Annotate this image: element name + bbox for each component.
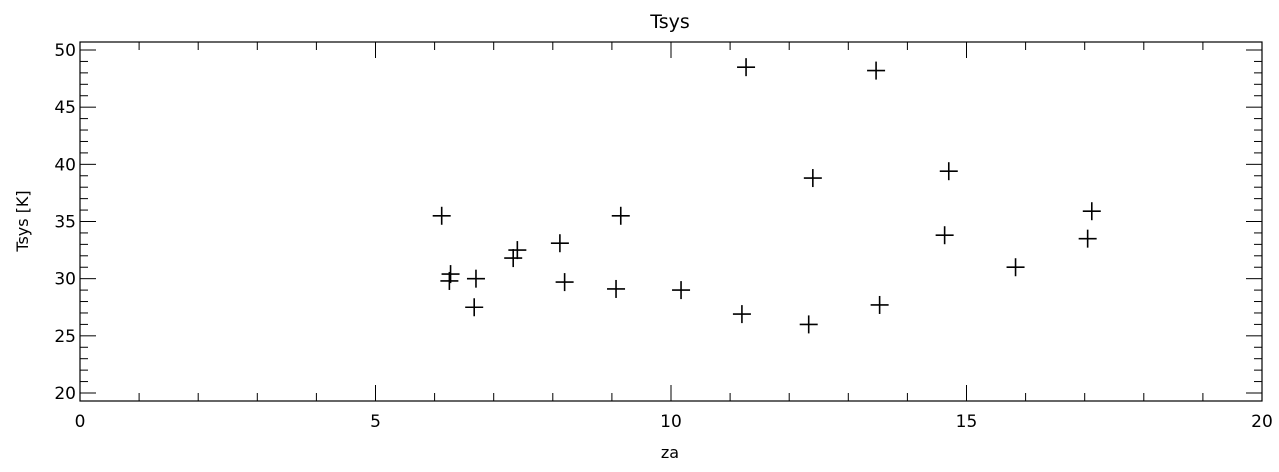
data-point [732, 305, 751, 324]
data-point [1078, 229, 1097, 248]
x-tick-label: 10 [660, 412, 682, 432]
data-point [1006, 258, 1025, 277]
y-axis-label: Tsys [K] [13, 190, 32, 252]
data-points [432, 58, 1101, 334]
y-tick-label: 30 [54, 270, 76, 290]
y-tick-label: 25 [54, 327, 76, 347]
x-tick-label: 15 [956, 412, 978, 432]
data-point [870, 295, 889, 314]
y-tick-label: 40 [54, 155, 76, 175]
data-point [867, 61, 886, 80]
data-point [737, 58, 756, 77]
data-point [555, 273, 574, 292]
y-tick-label: 35 [54, 213, 76, 233]
y-tick-label: 45 [54, 98, 76, 118]
data-point [803, 169, 822, 188]
data-point [1082, 202, 1101, 221]
data-point [799, 315, 818, 334]
axis-tick-labels: 0 5 10 15 20 20 25 30 35 40 45 50 [54, 41, 1272, 432]
x-axis-label: za [661, 443, 679, 462]
data-point [465, 298, 484, 317]
y-tick-label: 20 [54, 384, 76, 404]
chart-title: Tsys [649, 11, 690, 33]
data-point [504, 249, 523, 268]
x-tick-label: 20 [1251, 412, 1273, 432]
data-point [466, 269, 485, 288]
data-point [432, 206, 451, 225]
data-point [935, 226, 954, 245]
data-point [550, 234, 569, 253]
data-point [672, 281, 691, 300]
data-point [611, 206, 630, 225]
y-tick-label: 50 [54, 41, 76, 61]
x-tick-label: 0 [75, 412, 86, 432]
data-point [607, 279, 626, 298]
data-point [939, 162, 958, 181]
x-tick-label: 5 [370, 412, 381, 432]
data-point [440, 271, 459, 290]
axis-ticks [79, 42, 1263, 401]
plot-frame [79, 41, 1263, 402]
data-point [441, 265, 460, 284]
data-point [508, 241, 527, 260]
